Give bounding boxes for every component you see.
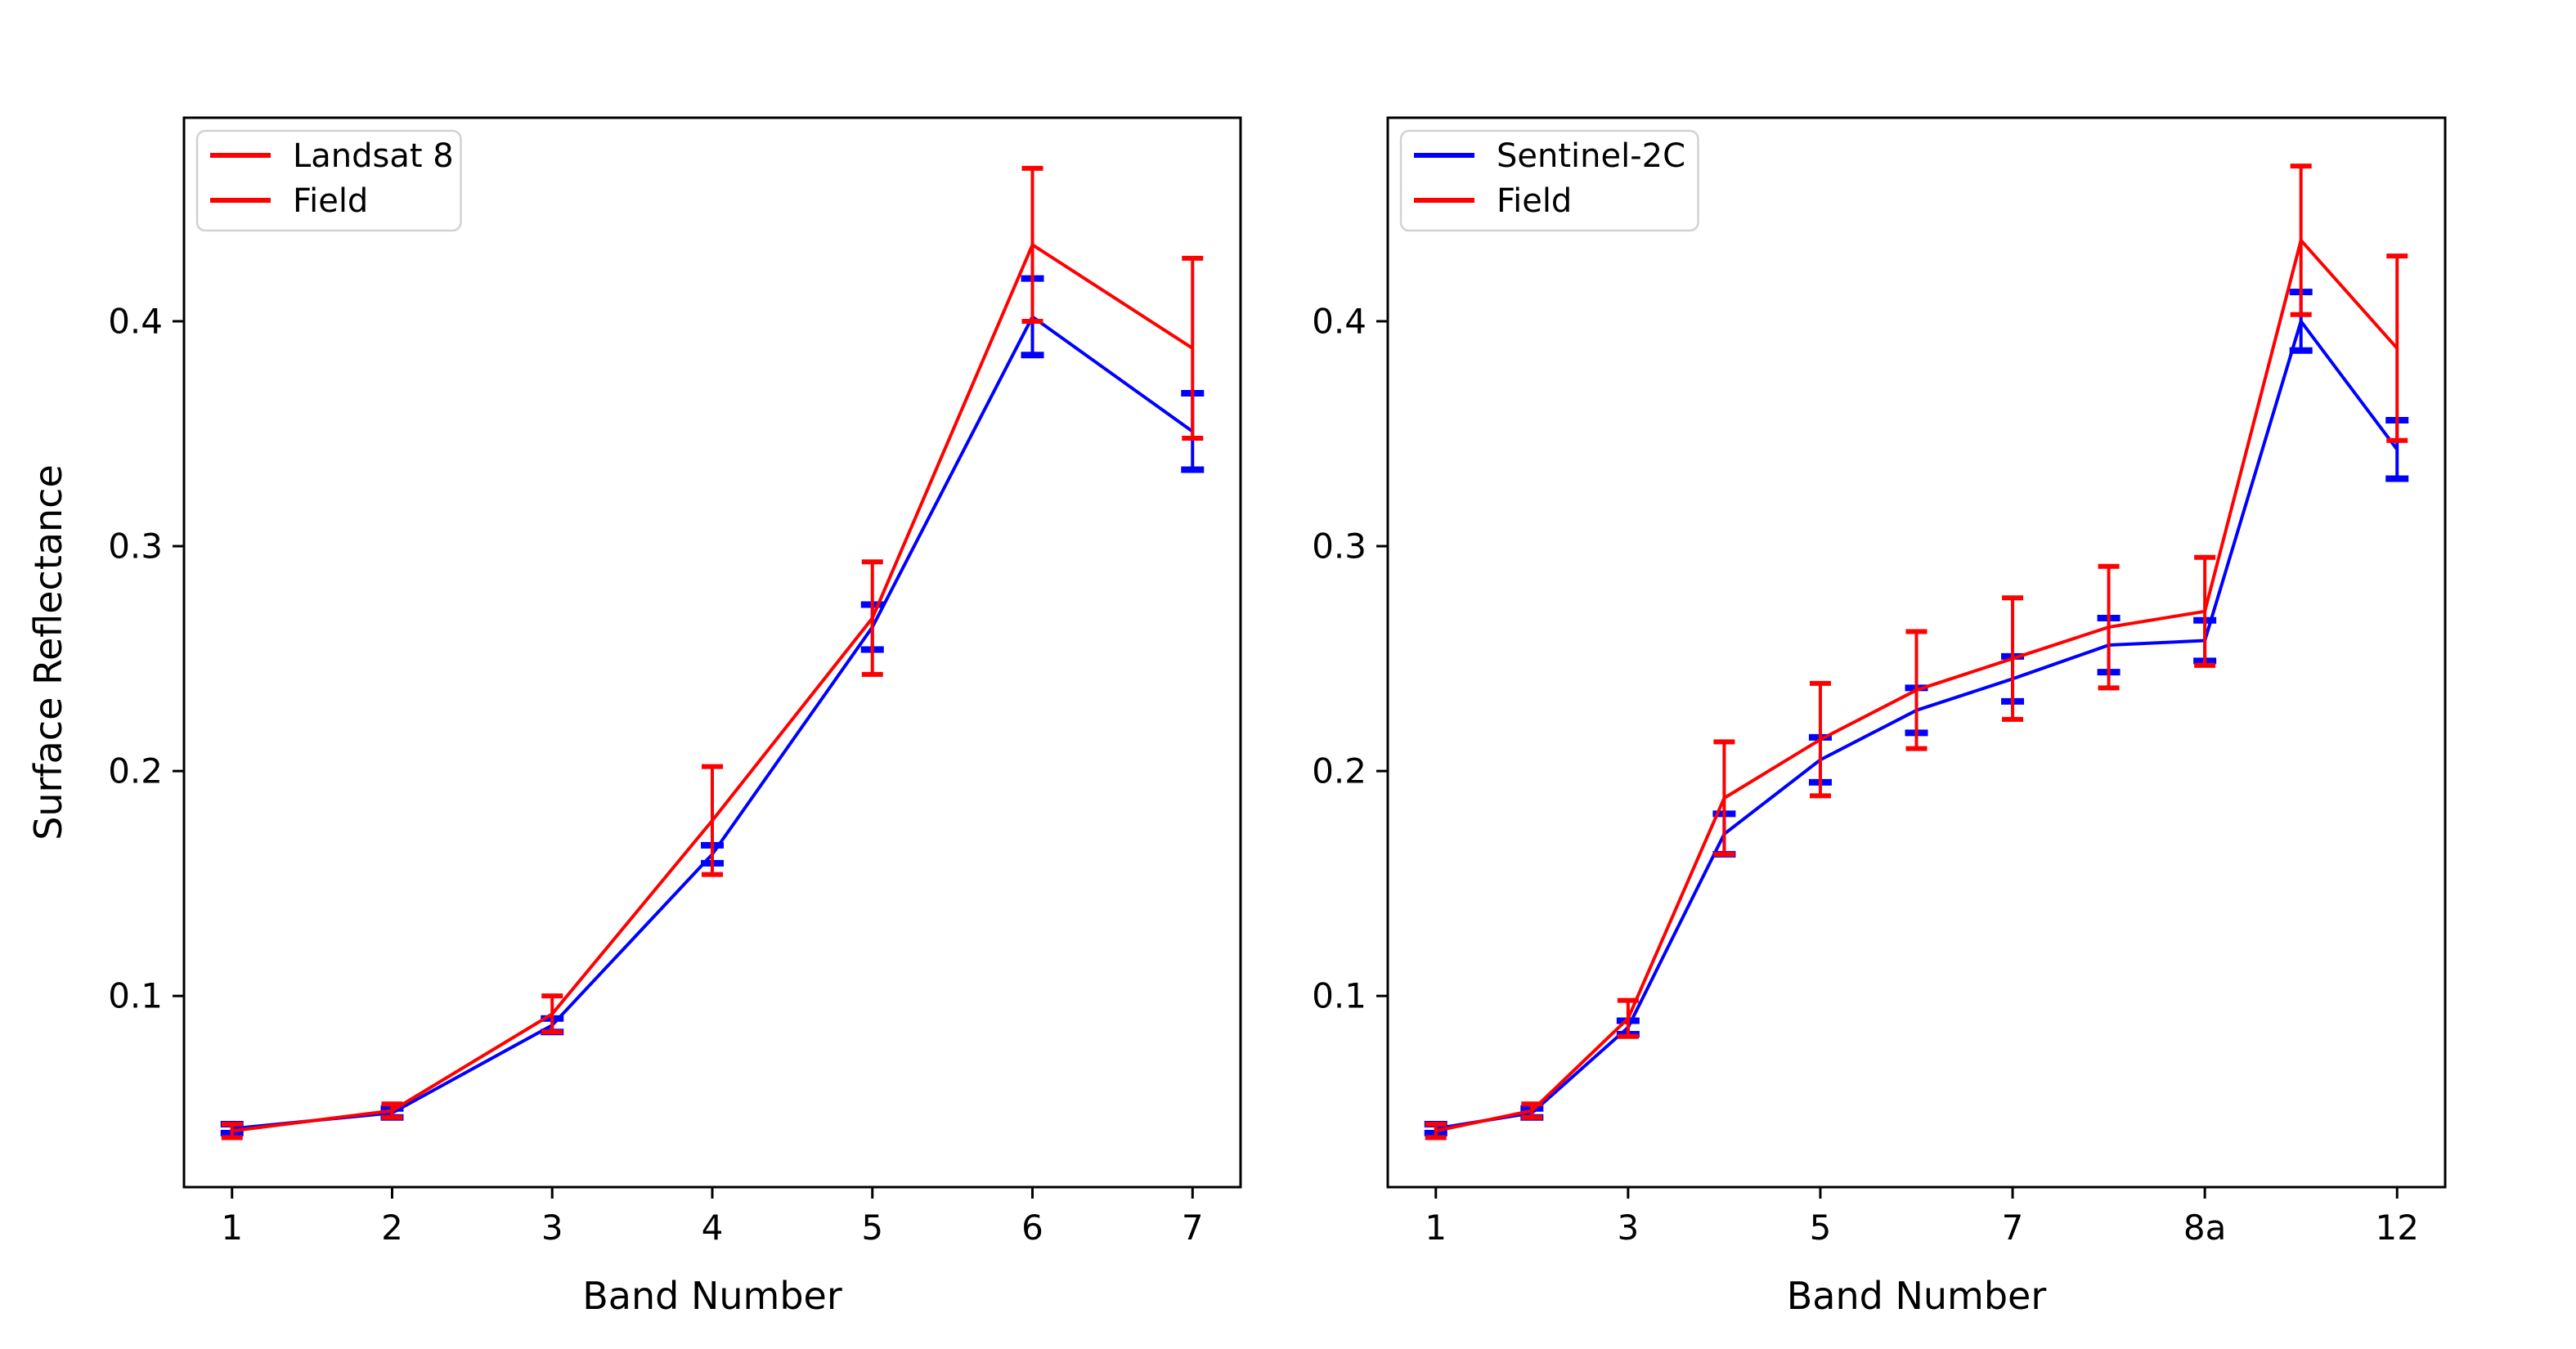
x-tick-label: 3 bbox=[541, 1208, 563, 1248]
legend: Sentinel-2C Field bbox=[1399, 129, 1699, 232]
series-line bbox=[1435, 238, 2399, 1133]
y-tick-label: 0.1 bbox=[1312, 976, 1367, 1016]
legend-label: Landsat 8 bbox=[293, 137, 454, 175]
y-tick-label: 0.3 bbox=[108, 527, 163, 567]
chart-landsat8-vs-field: 0.1 0.2 0.3 0.4 1 2 3 4 5 6 7 Band Number Surface Re… bbox=[26, 116, 1242, 1318]
x-tick-label: 1 bbox=[221, 1208, 243, 1248]
legend-entry: Field bbox=[1414, 182, 1572, 220]
x-tick-label: 7 bbox=[2002, 1208, 2024, 1248]
y-axis-title: Surface Reflectance bbox=[26, 464, 70, 840]
x-tick-label: 7 bbox=[1182, 1208, 1204, 1248]
x-tick-label: 3 bbox=[1617, 1208, 1639, 1248]
series-field bbox=[221, 165, 1204, 1141]
legend-label: Field bbox=[1497, 182, 1572, 220]
plot-border bbox=[1386, 116, 2447, 1189]
y-tick-label: 0.4 bbox=[1312, 301, 1367, 341]
legend-label: Sentinel-2C bbox=[1497, 137, 1685, 175]
x-axis-title: Band Number bbox=[582, 1274, 842, 1318]
x-axis-title: Band Number bbox=[1787, 1274, 2047, 1318]
x-tick-label: 1 bbox=[1425, 1208, 1447, 1248]
x-tick-label: 5 bbox=[861, 1208, 883, 1248]
legend-box bbox=[1399, 129, 1699, 232]
x-tick-label: 8a bbox=[2183, 1208, 2226, 1248]
legend: Landsat 8 Field bbox=[195, 129, 462, 232]
x-tick-label: 4 bbox=[702, 1208, 724, 1248]
x-tick-label: 6 bbox=[1021, 1208, 1043, 1248]
x-tick-label: 12 bbox=[2376, 1208, 2419, 1248]
legend-label: Field bbox=[293, 182, 368, 220]
legend-entry: Field bbox=[210, 182, 368, 220]
legend-entry: Sentinel-2C bbox=[1414, 137, 1685, 175]
x-tick-label: 2 bbox=[381, 1208, 403, 1248]
series-line bbox=[231, 243, 1194, 1133]
legend-entry: Landsat 8 bbox=[210, 137, 454, 175]
y-tick-label: 0.2 bbox=[1312, 751, 1367, 791]
chart-sentinel2c-vs-field: 0.1 0.2 0.3 0.4 1 3 5 7 8a 12 Band Number Sentinel-… bbox=[1312, 116, 2447, 1318]
plot-border bbox=[182, 116, 1242, 1189]
y-tick-label: 0.2 bbox=[108, 751, 163, 791]
y-tick-label: 0.3 bbox=[1312, 527, 1367, 567]
x-tick-label: 5 bbox=[1810, 1208, 1832, 1248]
y-tick-label: 0.4 bbox=[108, 301, 163, 341]
y-tick-label: 0.1 bbox=[108, 976, 163, 1016]
series-field bbox=[1425, 164, 2408, 1141]
